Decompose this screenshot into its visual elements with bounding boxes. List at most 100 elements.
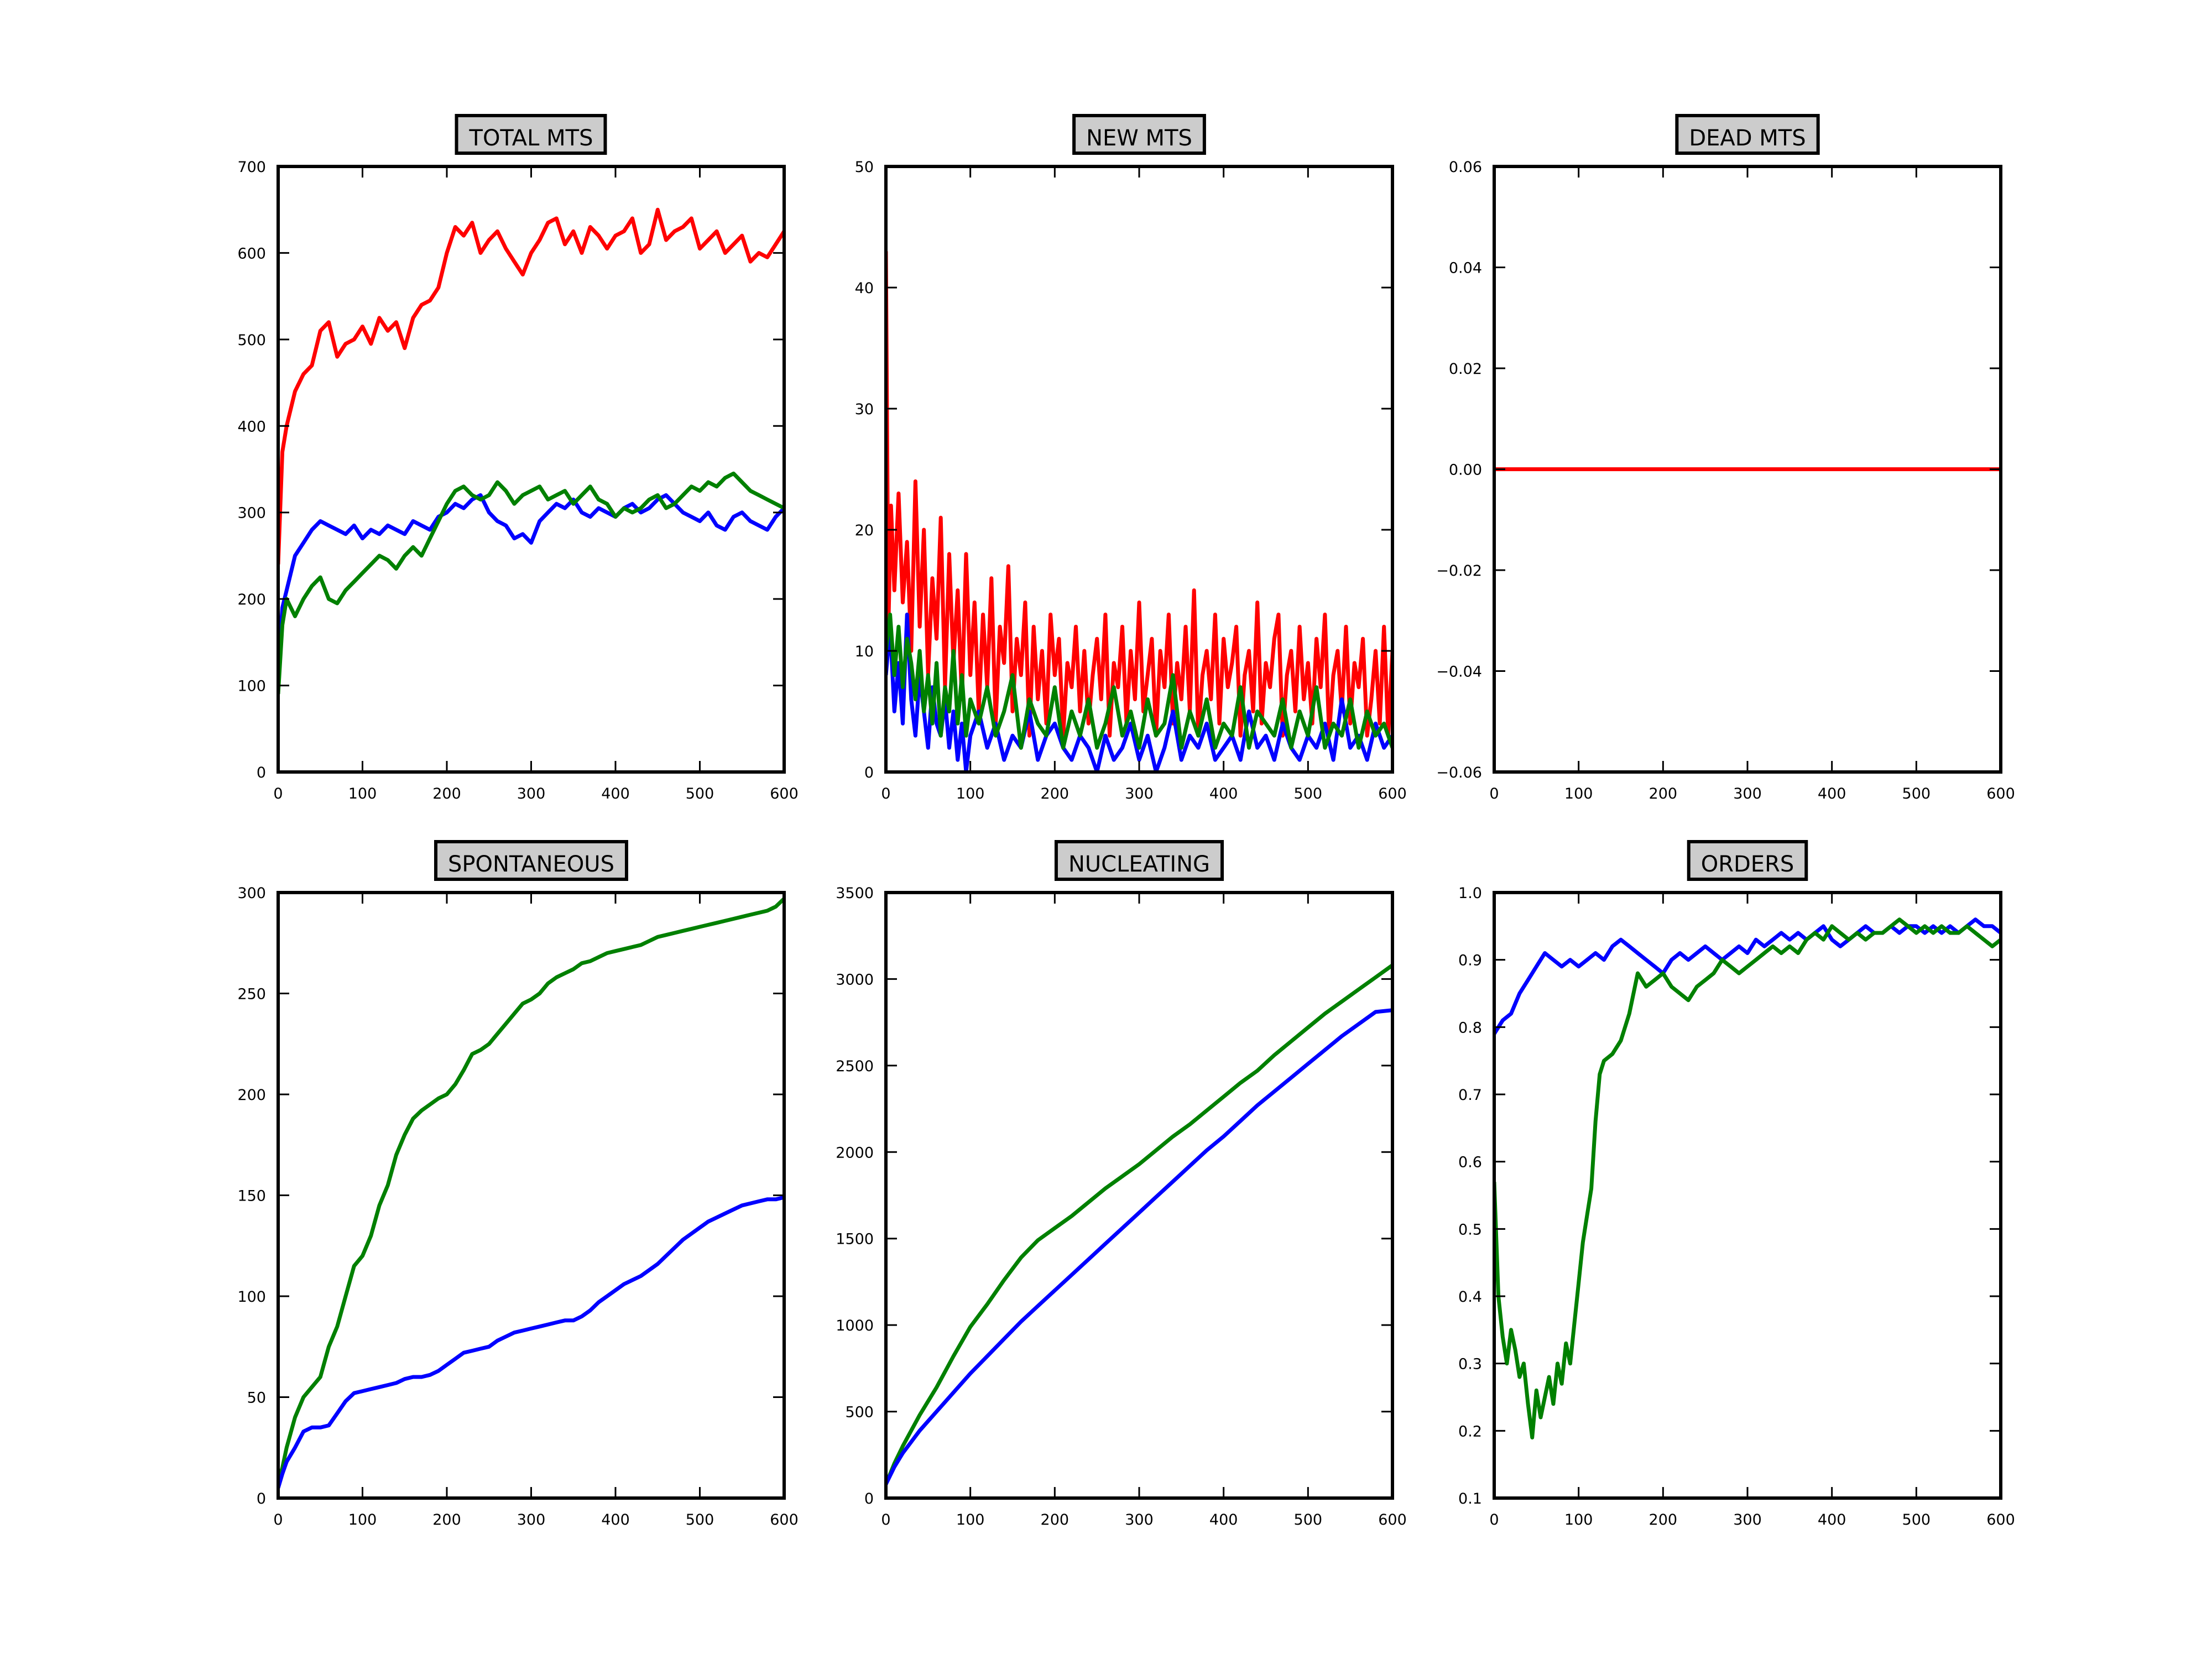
nucleating-chart: 0 100 200 300 400 500 600 0 500 1000 1500 2000 2500 3…	[836, 840, 1407, 1528]
orders-x-tick-label: 100	[1564, 1511, 1593, 1528]
total-mts-y-tick-label: 300	[237, 505, 266, 522]
dead-mts-y-tick-label: −0.06	[1436, 764, 1482, 781]
new-mts-y-tick-label: 0	[864, 764, 874, 781]
orders-y-tick-label: 0.7	[1458, 1087, 1482, 1104]
new-mts-y-tick-label: 40	[855, 280, 874, 297]
new-mts-series-0-line	[886, 251, 1392, 738]
new-mts-y-tick-label: 10	[855, 643, 874, 660]
total-mts-x-tick-label: 600	[770, 785, 799, 802]
orders-y-tick-label: 0.5	[1458, 1221, 1482, 1238]
new-mts-title: NEW MTS	[1086, 126, 1192, 151]
total-mts-x-tick-label: 200	[432, 785, 461, 802]
total-mts-series-1-line	[278, 493, 784, 669]
nucleating-x-tick-label: 100	[956, 1511, 985, 1528]
orders-x-tick-label: 600	[1986, 1511, 2015, 1528]
dead-mts-x-tick-label: 0	[1489, 785, 1499, 802]
orders-y-tick-label: 0.1	[1458, 1490, 1482, 1507]
total-mts-y-tick-label: 0	[257, 764, 266, 781]
orders-x-tick-label: 0	[1489, 1511, 1499, 1528]
nucleating-x-tick-label: 300	[1125, 1511, 1154, 1528]
new-mts-x-tick-label: 600	[1378, 785, 1407, 802]
total-mts-chart: 0 100 200 300 400 500 600 0 100 200 300 400 500 600 70…	[237, 114, 799, 802]
new-mts-chart: 0 100 200 300 400 500 600 0 10 20 30 40 50 NEW MTS	[855, 114, 1407, 802]
spontaneous-y-tick-label: 100	[237, 1288, 266, 1306]
orders-y-tick-label: 1.0	[1458, 885, 1482, 902]
spontaneous-series-0-line	[278, 897, 784, 1483]
orders-y-tick-label: 0.6	[1458, 1154, 1482, 1171]
orders-y-tick-label: 0.3	[1458, 1356, 1482, 1373]
dead-mts-chart: 0 100 200 300 400 500 600 −0.06 −0.04 −0.02 0.00 0.…	[1436, 114, 2015, 802]
spontaneous-x-tick-label: 0	[273, 1511, 283, 1528]
new-mts-series-2-line	[886, 612, 1392, 750]
dead-mts-title-box	[1675, 114, 1820, 155]
total-mts-series-0-line	[278, 207, 784, 565]
total-mts-y-tick-label: 600	[237, 245, 266, 262]
spontaneous-x-tick-label: 300	[517, 1511, 546, 1528]
spontaneous-y-tick-label: 300	[237, 885, 266, 902]
new-mts-x-tick-label: 500	[1294, 785, 1323, 802]
spontaneous-x-tick-label: 400	[601, 1511, 630, 1528]
nucleating-y-tick-label: 1000	[836, 1317, 874, 1334]
nucleating-x-tick-label: 600	[1378, 1511, 1407, 1528]
new-mts-x-tick-label: 400	[1209, 785, 1238, 802]
orders-plot-frame	[1493, 891, 2002, 1500]
orders-x-tick-label: 500	[1902, 1511, 1931, 1528]
dead-mts-y-tick-label: 0.02	[1449, 361, 1482, 378]
orders-series-1-line	[1494, 917, 2001, 1439]
orders-title: ORDERS	[1701, 852, 1794, 877]
new-mts-series-1-line	[886, 612, 1392, 772]
nucleating-y-tick-label: 500	[845, 1404, 874, 1421]
orders-y-tick-label: 0.8	[1458, 1019, 1482, 1036]
new-mts-x-tick-label: 100	[956, 785, 985, 802]
spontaneous-x-tick-label: 500	[686, 1511, 714, 1528]
total-mts-x-tick-label: 300	[517, 785, 546, 802]
nucleating-y-tick-label: 2500	[836, 1058, 874, 1075]
nucleating-y-tick-label: 3000	[836, 971, 874, 988]
orders-y-tick-label: 0.9	[1458, 952, 1482, 969]
nucleating-y-tick-label: 0	[864, 1490, 874, 1507]
new-mts-y-tick-label: 50	[855, 159, 874, 176]
spontaneous-y-tick-label: 250	[237, 986, 266, 1003]
spontaneous-y-tick-label: 200	[237, 1087, 266, 1104]
nucleating-title: NUCLEATING	[1068, 852, 1210, 877]
orders-y-tick-label: 0.4	[1458, 1288, 1482, 1306]
dead-mts-y-tick-label: 0.06	[1449, 159, 1482, 176]
dead-mts-y-tick-label: −0.04	[1436, 664, 1482, 681]
nucleating-series-0-line	[886, 963, 1392, 1485]
spontaneous-y-tick-label: 150	[237, 1188, 266, 1205]
total-mts-series-2-line	[278, 471, 784, 695]
total-mts-y-tick-label: 100	[237, 678, 266, 695]
nucleating-x-tick-label: 400	[1209, 1511, 1238, 1528]
spontaneous-x-tick-label: 600	[770, 1511, 799, 1528]
nucleating-x-tick-label: 200	[1041, 1511, 1070, 1528]
spontaneous-chart: 0 100 200 300 400 500 600 0 50 100 150 200 250 300 SPO…	[237, 840, 799, 1528]
nucleating-x-tick-label: 500	[1294, 1511, 1323, 1528]
nucleating-title-box	[1054, 840, 1224, 881]
nucleating-series-1-line	[886, 1008, 1392, 1485]
orders-series-0-line	[1494, 917, 2001, 1035]
total-mts-y-tick-label: 700	[237, 159, 266, 176]
spontaneous-x-tick-label: 100	[348, 1511, 377, 1528]
nucleating-y-tick-label: 1500	[836, 1231, 874, 1248]
dead-mts-x-tick-label: 600	[1986, 785, 2015, 802]
orders-chart: 0 100 200 300 400 500 600 0.1 0.2 0.3 0.4 0.5 0.6 0.7…	[1458, 840, 2015, 1528]
spontaneous-series-1-line	[278, 1195, 784, 1489]
new-mts-x-tick-label: 200	[1041, 785, 1070, 802]
new-mts-y-tick-label: 20	[855, 522, 874, 539]
total-mts-y-tick-label: 500	[237, 332, 266, 349]
spontaneous-plot-frame	[276, 891, 786, 1500]
dead-mts-title: DEAD MTS	[1689, 126, 1806, 151]
spontaneous-title-box	[434, 840, 628, 881]
dead-mts-y-tick-label: 0.04	[1449, 260, 1482, 277]
new-mts-x-tick-label: 300	[1125, 785, 1154, 802]
new-mts-y-tick-label: 30	[855, 401, 874, 418]
new-mts-x-tick-label: 0	[881, 785, 890, 802]
dead-mts-x-tick-label: 100	[1564, 785, 1593, 802]
spontaneous-y-tick-label: 0	[257, 1490, 266, 1507]
dead-mts-y-tick-label: −0.02	[1436, 562, 1482, 580]
orders-x-tick-label: 300	[1733, 1511, 1762, 1528]
nucleating-y-tick-label: 3500	[836, 885, 874, 902]
dead-mts-x-tick-label: 400	[1818, 785, 1846, 802]
total-mts-title: TOTAL MTS	[469, 126, 593, 151]
